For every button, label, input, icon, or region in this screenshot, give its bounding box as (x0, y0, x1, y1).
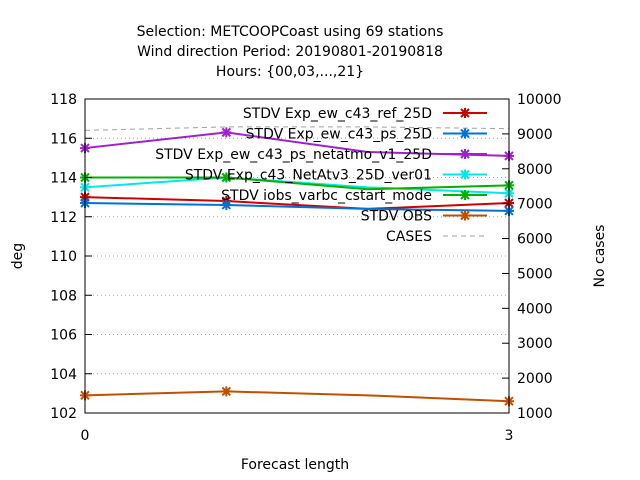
y-tick-label: 116 (50, 131, 77, 147)
y2-tick-label: 8000 (517, 162, 553, 178)
series-1-line (84, 196, 510, 210)
legend-label-1: STDV Exp_ew_c43_ref_25D (243, 106, 432, 122)
y-tick-label: 112 (50, 210, 77, 226)
title-line-1: Selection: METCOOPCoast using 69 station… (137, 24, 444, 40)
legend-label-5: STDV iobs_varbc_cstart_mode (221, 188, 432, 204)
y2-tick-label: 7000 (517, 197, 553, 213)
y2-tick-label: 9000 (517, 127, 553, 143)
y-tick-label: 106 (50, 328, 77, 344)
legend-marker-6 (460, 210, 470, 221)
series-2-line (84, 202, 510, 212)
y2-tick-label: 4000 (517, 301, 553, 317)
series-7-line (84, 126, 510, 131)
series-5-point (221, 172, 232, 183)
title-line-2: Wind direction Period: 20190801-20190818 (137, 44, 443, 60)
y2-tick-label: 3000 (517, 336, 553, 352)
legend-label-4: STDV Exp_c43_NetAtv3_25D_ver01 (185, 168, 432, 184)
legend-label-6: STDV OBS (361, 209, 432, 225)
legend: STDV Exp_ew_c43_ref_25D STDV Exp_ew_c43_p… (155, 106, 487, 245)
legend-label-7: CASES (386, 229, 432, 245)
y2-tick-label: 10000 (517, 92, 562, 108)
legend-marker-4 (460, 169, 470, 180)
y-tick-label: 114 (50, 171, 77, 187)
y-tick-label: 104 (50, 367, 77, 383)
series-3-line (84, 131, 510, 157)
y-tick-label: 118 (50, 92, 77, 108)
y2-tick-label: 1000 (517, 406, 553, 422)
legend-marker-5 (460, 190, 470, 200)
y2-tick-label: 2000 (517, 371, 553, 387)
y2-axis-label: No cases (592, 225, 608, 288)
x-tick-label: 0 (81, 428, 90, 444)
y2-tick-label: 5000 (517, 266, 553, 282)
series-5-line (85, 176, 510, 191)
series-2-point (221, 199, 232, 210)
series-3-point (221, 127, 232, 138)
legend-marker-3 (460, 149, 470, 159)
y-tick-label: 110 (50, 249, 77, 265)
legend-marker-2 (460, 128, 470, 139)
chart-title: Selection: METCOOPCoast using 69 station… (137, 24, 444, 80)
legend-marker-1 (460, 108, 470, 118)
series-6-line (84, 390, 510, 403)
grid (85, 137, 509, 375)
axis-ticks: 102 104 106 108 110 112 114 116 118 1000 2000 3000 4… (50, 92, 561, 444)
x-axis-label: Forecast length (241, 457, 349, 473)
y2-tick-label: 6000 (517, 232, 553, 248)
y-axis-label: deg (10, 243, 26, 269)
x-tick-label: 3 (505, 428, 514, 444)
y-tick-label: 108 (50, 288, 77, 304)
y-tick-label: 102 (50, 406, 77, 422)
title-line-3: Hours: {00,03,...,21} (216, 64, 364, 80)
legend-label-3: STDV Exp_ew_c43_ps_netatmo_v1_25D (155, 147, 432, 163)
legend-label-2: STDV Exp_ew_c43_ps_25D (246, 127, 432, 143)
cases-layer (84, 126, 510, 131)
series-6-point (221, 386, 232, 397)
